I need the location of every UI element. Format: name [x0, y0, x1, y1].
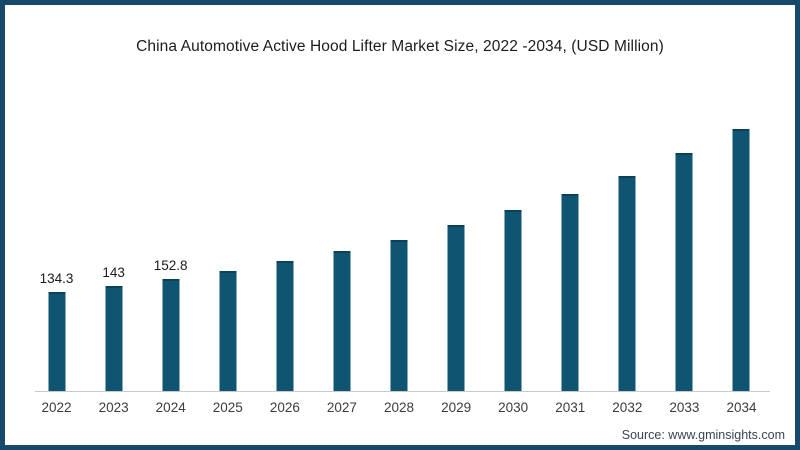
x-tick-label: 2034	[726, 400, 757, 415]
bar-slot: 2029	[428, 92, 485, 415]
bar-slot: 2033	[656, 92, 713, 415]
bar-slot: 134.3 2022	[28, 92, 85, 415]
x-tick-label: 2026	[269, 400, 300, 415]
x-tick-label: 2030	[498, 400, 529, 415]
x-tick-label: 2025	[212, 400, 243, 415]
bar-2029	[447, 225, 465, 392]
bar-slot: 2032	[599, 92, 656, 415]
bar-slot: 2025	[199, 92, 256, 415]
x-tick-label: 2028	[383, 400, 415, 415]
bar-slot: 2028	[370, 92, 427, 415]
x-tick-label: 2022	[41, 400, 72, 415]
plot-area: 134.3 2022 143 2023 152.8 2024 2025 2026 2027 202…	[28, 92, 770, 415]
bar-value-label: 143	[102, 265, 125, 280]
x-tick-label: 2027	[326, 400, 357, 415]
chart-title: China Automotive Active Hood Lifter Mark…	[136, 38, 664, 55]
bar-slot: 143 2023	[85, 92, 142, 415]
bar-2032	[618, 176, 636, 392]
bar-slot: 152.8 2024	[142, 92, 199, 415]
bar-slot: 2030	[485, 92, 542, 415]
bar-2027	[333, 251, 351, 392]
source-attribution: Source: www.gminsights.com	[621, 428, 785, 442]
bar-2033	[675, 153, 693, 392]
bar-slot: 2026	[256, 92, 313, 415]
x-tick-label: 2024	[155, 400, 186, 415]
bar-value-label: 134.3	[39, 271, 74, 286]
bar-2028	[390, 240, 408, 392]
bar-slot: 2031	[542, 92, 599, 415]
bar-2022	[48, 292, 66, 392]
bar-2030	[504, 210, 522, 392]
bar-2031	[561, 194, 579, 392]
x-tick-label: 2032	[612, 400, 643, 415]
bar-2026	[276, 261, 294, 392]
x-tick-label: 2033	[669, 400, 700, 415]
bar-2023	[105, 286, 123, 392]
bar-slot: 2027	[313, 92, 370, 415]
x-tick-label: 2031	[555, 400, 586, 415]
bar-slot: 2034	[713, 92, 770, 415]
x-tick-label: 2029	[441, 400, 472, 415]
x-tick-label: 2023	[98, 400, 129, 415]
bar-2025	[219, 271, 237, 392]
x-axis-line	[35, 391, 770, 392]
bar-2034	[732, 129, 750, 392]
bar-value-label: 152.8	[153, 258, 188, 273]
bar-2024	[162, 279, 180, 392]
